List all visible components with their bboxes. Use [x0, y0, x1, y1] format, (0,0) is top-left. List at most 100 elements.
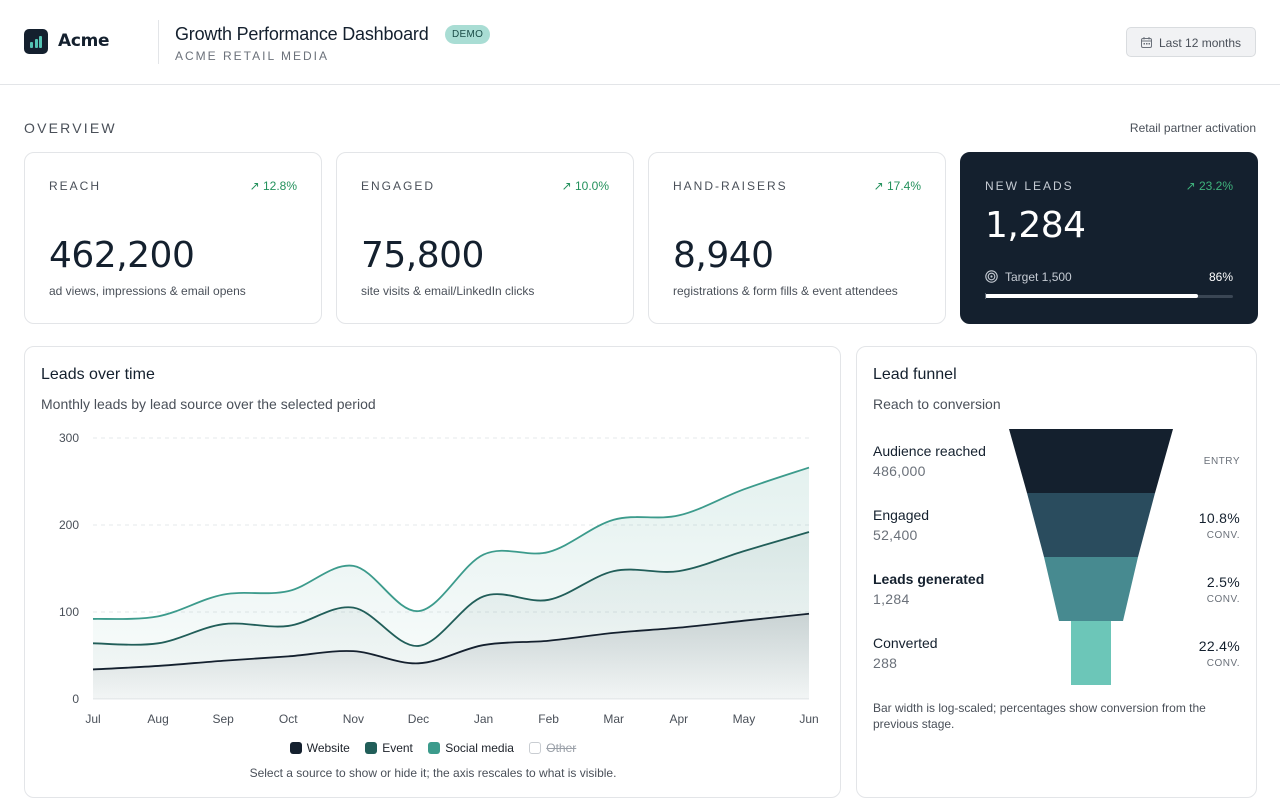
legend-swatch: [529, 742, 542, 754]
legend-label: Social media: [445, 741, 514, 755]
kpi-value: 1,284: [985, 205, 1086, 246]
chart-legend: Website Event Social media Other: [25, 741, 841, 755]
legend-item-website[interactable]: Website: [289, 741, 350, 755]
kpi-delta: ↗ 10.0%: [561, 179, 609, 193]
kpi-delta: ↗ 23.2%: [1185, 179, 1233, 193]
target-progress-fill: [985, 294, 1199, 298]
funnel-stage-value: 288: [873, 655, 898, 671]
chart-note: Select a source to show or hide it; the …: [249, 766, 617, 780]
kpi-label: NEW LEADS: [985, 179, 1074, 193]
funnel-stage-name: Converted: [873, 635, 938, 651]
x-tick-label: Dec: [408, 712, 429, 726]
trend-up-icon: ↗: [1185, 179, 1196, 193]
leads-over-time-panel: Leads over time Monthly leads by lead so…: [24, 346, 841, 798]
date-range-label: Last 12 months: [1159, 36, 1242, 50]
panel-subtitle: Reach to conversion: [873, 396, 1001, 412]
funnel-chart: [1009, 429, 1173, 685]
panel-title: Leads over time: [41, 366, 155, 383]
lead-funnel-panel: Lead funnel Reach to conversion Audience…: [856, 346, 1257, 798]
funnel-note: Bar width is log-scaled; percentages sho…: [873, 701, 1206, 731]
x-tick-label: Oct: [279, 712, 298, 726]
series-area-website: [93, 613, 809, 699]
page-subtitle: ACME RETAIL MEDIA: [175, 49, 330, 63]
trend-up-icon: ↗: [873, 179, 884, 193]
kpi-description: site visits & email/LinkedIn clicks: [361, 284, 535, 298]
kpi-value: 8,940: [673, 235, 774, 276]
x-tick-label: Mar: [603, 712, 624, 726]
overview-heading: OVERVIEW: [24, 120, 117, 136]
kpi-card-engaged: ENGAGED ↗ 10.0% 75,800 site visits & ema…: [336, 152, 634, 324]
legend-swatch: [428, 742, 441, 754]
kpi-value: 75,800: [361, 235, 484, 276]
brand-name: Acme: [58, 31, 110, 51]
series-line-social-media: [92, 466, 810, 620]
funnel-stage-tag: CONV.: [1206, 530, 1240, 541]
target-label: Target 1,500: [1005, 270, 1072, 284]
target-icon: [985, 270, 998, 283]
funnel-stage-value: 52,400: [873, 527, 918, 543]
funnel-stage-bar: [1044, 557, 1138, 621]
kpi-card-new-leads: NEW LEADS ↗ 23.2% 1,284 Target 1,500 86%: [960, 152, 1258, 324]
x-tick-label: Nov: [343, 712, 364, 726]
date-range-button[interactable]: Last 12 months: [1126, 27, 1256, 57]
series-line-website: [92, 612, 810, 671]
funnel-stage-conversion: 10.8%: [1198, 510, 1240, 526]
legend-swatch: [365, 742, 378, 754]
kpi-delta: ↗ 17.4%: [873, 179, 921, 193]
trend-up-icon: ↗: [249, 179, 260, 193]
panel-title: Lead funnel: [873, 366, 957, 383]
y-tick-label: 300: [59, 431, 79, 445]
legend-label: Website: [306, 741, 350, 755]
logo-icon: [24, 29, 48, 54]
funnel-stage-name: Audience reached: [873, 443, 986, 459]
funnel-stage-value: 1,284: [873, 591, 910, 607]
kpi-delta: ↗ 12.8%: [249, 179, 297, 193]
kpi-description: registrations & form fills & event atten…: [673, 284, 898, 298]
calendar-icon: [1141, 37, 1152, 48]
top-header: Acme Growth Performance Dashboard DEMO A…: [0, 0, 1280, 85]
target-progress-start-marker: [985, 293, 986, 299]
target-percent: 86%: [1208, 270, 1233, 284]
x-tick-label: May: [733, 712, 756, 726]
funnel-stage-tag: ENTRY: [1203, 456, 1240, 467]
legend-label: Other: [546, 741, 577, 755]
x-tick-label: Jun: [799, 712, 818, 726]
y-tick-label: 200: [59, 518, 79, 532]
funnel-stage-name: Leads generated: [873, 571, 985, 587]
y-tick-label: 0: [72, 692, 79, 706]
funnel-stage-bar: [1009, 429, 1173, 493]
legend-label: Event: [382, 741, 413, 755]
x-tick-label: Jul: [85, 712, 100, 726]
kpi-card-hand-raisers: HAND-RAISERS ↗ 17.4% 8,940 registrations…: [648, 152, 946, 324]
target-progress-track: [985, 294, 1233, 298]
y-tick-label: 100: [59, 605, 79, 619]
kpi-label: ENGAGED: [361, 179, 436, 193]
x-tick-label: Jan: [474, 712, 493, 726]
funnel-stage-bar: [1027, 493, 1155, 557]
kpi-description: ad views, impressions & email opens: [49, 284, 246, 298]
funnel-stage-conversion: 22.4%: [1198, 638, 1240, 654]
kpi-label: HAND-RAISERS: [673, 179, 788, 193]
kpi-card-reach: REACH ↗ 12.8% 462,200 ad views, impressi…: [24, 152, 322, 324]
x-tick-label: Feb: [538, 712, 559, 726]
funnel-stage-tag: CONV.: [1206, 594, 1240, 605]
legend-item-other[interactable]: Other: [529, 741, 576, 755]
legend-item-event[interactable]: Event: [365, 741, 413, 755]
funnel-stage-name: Engaged: [873, 507, 930, 523]
funnel-stage-bar: [1071, 621, 1111, 685]
overview-note: Retail partner activation: [1129, 121, 1256, 135]
funnel-stage-value: 486,000: [873, 463, 926, 479]
leads-area-chart: 0 100 200 300 Jul Aug Sep Oct Nov Dec Jan Feb Mar Apr…: [59, 431, 819, 726]
page-title: Growth Performance Dashboard: [175, 24, 429, 44]
header-divider: [158, 20, 159, 64]
demo-badge: DEMO: [445, 25, 491, 44]
trend-up-icon: ↗: [561, 179, 572, 193]
x-tick-label: Aug: [147, 712, 168, 726]
funnel-stage-tag: CONV.: [1206, 658, 1240, 669]
funnel-stage-conversion: 2.5%: [1206, 574, 1240, 590]
kpi-value: 462,200: [49, 235, 195, 276]
x-tick-label: Sep: [213, 712, 235, 726]
legend-item-social-media[interactable]: Social media: [428, 741, 514, 755]
legend-swatch: [289, 742, 302, 754]
x-tick-label: Apr: [669, 712, 688, 726]
